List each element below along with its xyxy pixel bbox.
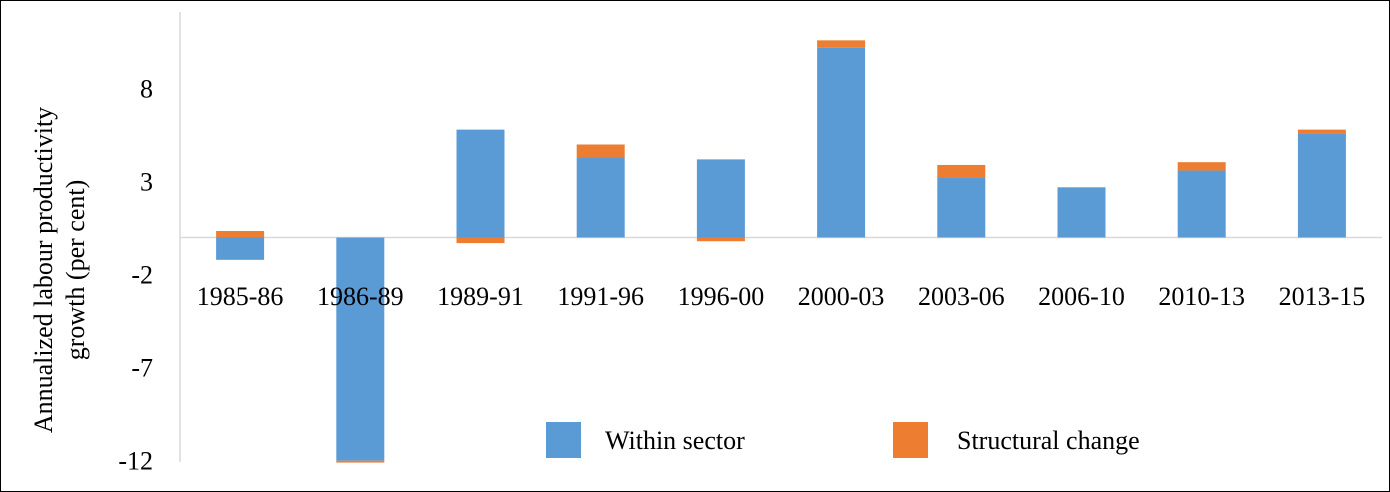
x-tick-labels: 1985-86 1986-89 1989-91 1991-96 1996-00 2000-… — [197, 282, 1365, 311]
x-tick-label: 1996-00 — [678, 282, 765, 311]
bar-structural-change-1986-89 — [336, 460, 385, 463]
bar-within-sector-2013-15 — [1297, 133, 1346, 238]
bar-structural-change-1989-91 — [456, 237, 505, 244]
bars — [216, 40, 1346, 463]
legend-swatch — [893, 422, 928, 458]
legend: Within sector Structural change — [546, 422, 1140, 458]
bar-within-sector-2000-03 — [817, 47, 866, 238]
bar-within-sector-1985-86 — [216, 237, 265, 260]
x-tick-label: 2003-06 — [918, 282, 1005, 311]
bar-within-sector-2003-06 — [937, 177, 986, 238]
x-tick-label: 1986-89 — [317, 282, 404, 311]
bar-within-sector-2010-13 — [1177, 170, 1226, 238]
y-tick-label: -7 — [131, 354, 153, 383]
legend-swatch — [546, 422, 581, 458]
bar-within-sector-1989-91 — [456, 129, 505, 238]
y-axis-label-line-1: Annualized labour productivity — [29, 107, 58, 433]
x-tick-label: 2010-13 — [1158, 282, 1245, 311]
y-tick-label: -12 — [118, 447, 153, 476]
x-tick-label: 1989-91 — [437, 282, 524, 311]
bar-structural-change-1991-96 — [576, 144, 625, 158]
bar-structural-change-2010-13 — [1177, 162, 1226, 171]
legend-label: Structural change — [957, 426, 1140, 455]
bar-structural-change-2013-15 — [1297, 129, 1346, 134]
bar-within-sector-1996-00 — [696, 159, 745, 238]
legend-label: Within sector — [605, 426, 745, 455]
bar-within-sector-1991-96 — [576, 157, 625, 238]
bar-within-sector-2006-10 — [1057, 187, 1106, 238]
bar-structural-change-2000-03 — [817, 40, 866, 48]
x-tick-label: 2000-03 — [798, 282, 885, 311]
x-tick-label: 1985-86 — [197, 282, 284, 311]
y-tick-label: -2 — [131, 261, 153, 290]
x-tick-label: 2006-10 — [1038, 282, 1125, 311]
y-axis-label: Annualized labour productivity growth (p… — [29, 107, 90, 433]
y-tick-label: 8 — [140, 75, 153, 104]
x-tick-label: 1991-96 — [557, 282, 644, 311]
bar-structural-change-1996-00 — [696, 237, 745, 242]
bar-within-sector-1986-89 — [336, 237, 385, 461]
bar-structural-change-2003-06 — [937, 164, 986, 178]
y-tick-labels: 8 3 -2 -7 -12 — [118, 75, 153, 476]
x-tick-label: 2013-15 — [1279, 282, 1366, 311]
bar-structural-change-1985-86 — [216, 230, 265, 238]
y-axis-label-line-2: growth (per cent) — [61, 180, 90, 360]
y-tick-label: 3 — [140, 168, 153, 197]
